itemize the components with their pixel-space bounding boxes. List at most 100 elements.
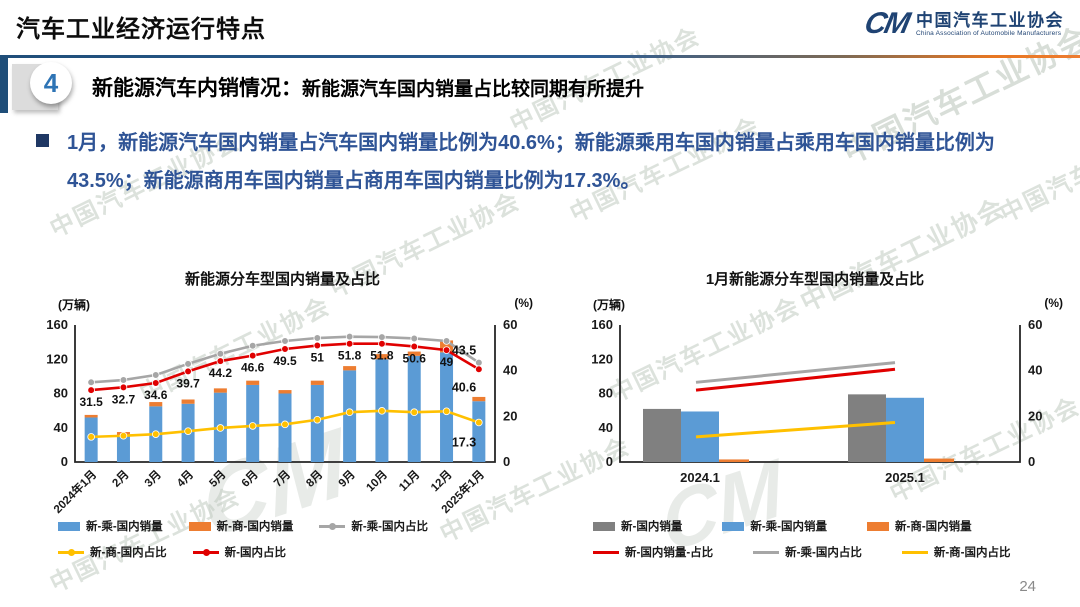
- line-marker: [216, 349, 225, 358]
- bar-segment: [181, 399, 195, 404]
- bullet-square-icon: [36, 134, 49, 147]
- bar: [643, 408, 681, 462]
- line-marker: [151, 379, 160, 387]
- legend-label: 新-乘-国内销量: [750, 521, 828, 533]
- right-axis-tick: 40: [1028, 363, 1042, 378]
- line-marker: [442, 346, 451, 354]
- bar: [886, 397, 924, 462]
- legend-row: 新-国内销量-占比 新-乘-国内占比 新-商-国内占比: [593, 544, 1051, 560]
- line-marker: [184, 367, 192, 376]
- bar-segment: [343, 366, 357, 371]
- left-chart-legend: 新-乘-国内销量 新-商-国内销量 新-乘-国内占比 新-商-国内占比 新-国内占比: [58, 518, 454, 570]
- page-number: 24: [1019, 578, 1036, 595]
- line-series: [695, 361, 896, 384]
- data-label: 34.6: [144, 388, 168, 402]
- x-axis-label: 10月: [364, 468, 390, 494]
- line-marker: [151, 430, 160, 438]
- x-axis-label: 8月: [304, 468, 326, 490]
- legend-label: 新-商-国内销量: [895, 521, 972, 533]
- right-chart-title: 1月新能源分车型国内销量及占比: [705, 271, 925, 288]
- legend-label: 新-国内销量: [621, 521, 683, 533]
- data-label: 49.5: [273, 354, 297, 368]
- left-axis-tick: 80: [54, 386, 68, 401]
- legend-label: 新-商-国内销量: [216, 521, 294, 533]
- line-marker: [313, 334, 322, 342]
- left-chart-unit-right: (%): [514, 296, 533, 310]
- line-swatch-icon: [901, 550, 928, 554]
- caam-logo-name-cn: 中国汽车工业协会: [916, 11, 1064, 30]
- left-chart: 新能源分车型国内销量及占比 (万辆) (%) 0 40 80 120 160 0 20 40 6…: [30, 266, 535, 600]
- x-axis-label: 2月: [110, 468, 132, 490]
- legend-item: 新-商-国内销量: [867, 518, 972, 534]
- section-heading-main: 新能源汽车内销情况：: [92, 77, 302, 100]
- bar-segment: [375, 354, 389, 360]
- data-label: 51.8: [370, 349, 394, 363]
- data-label: 49: [440, 355, 454, 369]
- line-marker: [151, 371, 160, 379]
- right-axis-tick: 0: [1028, 454, 1035, 469]
- legend-item: 新-乘-国内销量: [58, 518, 163, 534]
- legend-item: 新-商-国内销量: [188, 518, 294, 534]
- left-chart-title: 新能源分车型国内销量及占比: [184, 271, 380, 288]
- line-swatch-icon: [58, 548, 84, 556]
- line-marker: [248, 341, 257, 350]
- bar-segment: [116, 435, 130, 462]
- line-marker: [345, 332, 354, 341]
- bar-segment: [343, 370, 357, 462]
- x-axis-label: 12月: [428, 468, 454, 494]
- legend-item: 新-商-国内占比: [58, 544, 167, 560]
- line-marker: [345, 339, 354, 348]
- left-axis-tick: 120: [46, 351, 68, 366]
- line-marker: [87, 433, 95, 441]
- bullet-text: 1月，新能源汽车国内销量占汽车国内销量比例为40.6%；新能源乘用车国内销量占乘…: [67, 132, 995, 192]
- bar-segment: [407, 351, 421, 356]
- legend-row: 新-国内销量 新-乘-国内销量 新-商-国内销量: [593, 518, 1051, 534]
- marker-dot-icon: [329, 522, 337, 530]
- line-marker: [442, 337, 451, 345]
- bar-segment: [246, 380, 260, 385]
- line-swatch-icon: [593, 550, 619, 554]
- line-marker: [216, 424, 225, 432]
- bar-swatch-icon: [188, 521, 211, 531]
- right-axis-tick: 0: [503, 454, 510, 469]
- bar-swatch-icon: [722, 521, 745, 531]
- x-axis-label: 2024年1月: [50, 467, 99, 516]
- line-marker: [184, 427, 192, 435]
- bar: [924, 458, 954, 462]
- x-axis-label: 9月: [336, 468, 358, 490]
- legend-item: 新-商-国内占比: [901, 544, 1011, 560]
- end-data-label: 17.3: [452, 435, 476, 449]
- section-heading: 新能源汽车内销情况：新能源汽车国内销量占比较同期有所提升: [92, 72, 644, 102]
- data-label: 50.6: [403, 351, 427, 365]
- line-marker: [184, 360, 192, 368]
- bar-swatch-icon: [867, 521, 890, 531]
- left-chart-unit-left: (万辆): [58, 298, 90, 312]
- line-marker: [475, 365, 483, 374]
- bar-segment: [149, 402, 163, 407]
- legend-label: 新-国内占比: [224, 547, 287, 559]
- line-marker: [281, 337, 289, 345]
- bar-segment: [440, 352, 454, 462]
- x-axis-label: 2024.1: [680, 470, 720, 485]
- left-accent-stripe: [0, 58, 8, 113]
- line-series: [695, 421, 896, 439]
- line-marker: [281, 420, 289, 429]
- line-marker: [475, 418, 483, 427]
- x-axis-label: 4月: [174, 468, 196, 490]
- bar: [848, 394, 886, 462]
- section-number-badge: 4: [30, 62, 72, 104]
- line-marker: [119, 376, 128, 384]
- left-axis-tick: 80: [599, 386, 613, 401]
- line-marker: [313, 341, 322, 350]
- marker-dot-icon: [202, 548, 210, 556]
- bullet-paragraph: 1月，新能源汽车国内销量占汽车国内销量比例为40.6%；新能源乘用车国内销量占乘…: [36, 124, 1044, 200]
- line-marker: [410, 334, 419, 343]
- line-marker: [216, 357, 225, 365]
- plot-border: [619, 325, 1021, 463]
- bar-segment: [310, 380, 324, 385]
- left-axis-tick: 0: [61, 454, 68, 469]
- header-divider: [0, 55, 1080, 58]
- right-chart: 1月新能源分车型国内销量及占比 (万辆) (%) 0 40 80 120 160 0 20 4…: [565, 266, 1065, 600]
- x-axis-label: 6月: [239, 468, 261, 490]
- caam-logo-mark-icon: CM: [861, 7, 912, 40]
